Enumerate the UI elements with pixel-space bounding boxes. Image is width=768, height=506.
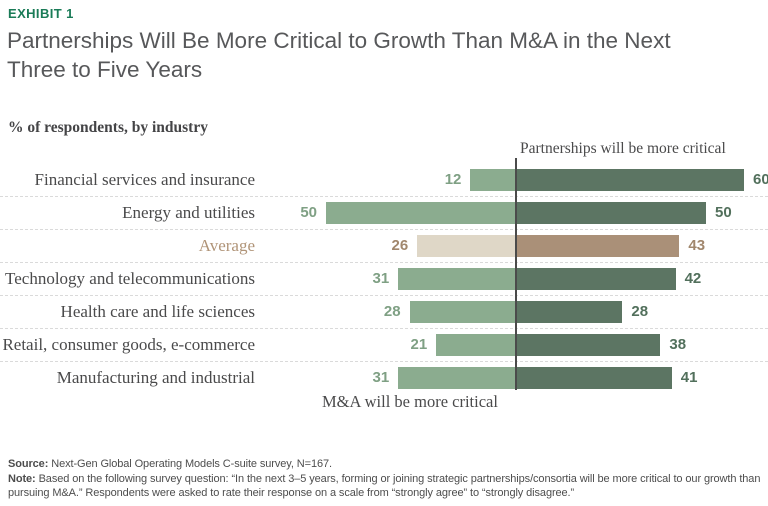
category-label: Health care and life sciences (60, 302, 255, 321)
bar-left-ma (409, 301, 516, 323)
chart-rows: Financial services and insurance 12 60 Ener… (0, 164, 768, 395)
footnotes: Source: Next-Gen Global Operating Models… (8, 457, 765, 501)
chart-row: Average 26 43 (0, 230, 768, 263)
axis-label-partnerships: Partnerships will be more critical (520, 140, 726, 157)
value-right: 28 (631, 303, 649, 320)
page-title-line-2: Three to Five Years (7, 57, 203, 82)
chart-row: Technology and telecommunications 31 42 (0, 263, 768, 296)
value-left: 31 (372, 369, 390, 386)
bar-left-ma (398, 367, 516, 389)
value-left: 12 (444, 171, 462, 188)
value-right: 41 (680, 369, 698, 386)
category-label: Financial services and insurance (34, 170, 255, 189)
bar-right-partnerships (516, 169, 744, 191)
chart-subtitle: % of respondents, by industry (8, 119, 208, 136)
value-left: 50 (300, 204, 317, 221)
source-text: Next-Gen Global Operating Models C-suite… (48, 458, 332, 470)
category-label: Technology and telecommunications (5, 269, 255, 288)
category-label: Average (198, 236, 255, 255)
axis-label-ma: M&A will be more critical (322, 392, 498, 411)
note-label: Note: (8, 472, 36, 485)
value-right: 50 (715, 204, 732, 221)
bar-left-ma (398, 268, 516, 290)
bar-left-ma (417, 235, 516, 257)
bar-left-ma (470, 169, 516, 191)
value-right: 60 (753, 171, 768, 188)
bar-right-partnerships (516, 202, 706, 224)
center-axis-line (515, 158, 517, 390)
exhibit-number-label: EXHIBIT 1 (8, 6, 74, 21)
source-label: Source: (8, 458, 49, 470)
value-right: 42 (684, 270, 702, 287)
value-left: 26 (391, 237, 409, 254)
category-label: Manufacturing and industrial (56, 368, 255, 387)
bar-left-ma (436, 334, 516, 356)
chart-row: Manufacturing and industrial 31 41 (0, 362, 768, 395)
category-label: Energy and utilities (122, 203, 255, 222)
value-left: 21 (410, 336, 428, 353)
chart-row: Financial services and insurance 12 60 (0, 164, 768, 197)
value-right: 43 (688, 237, 706, 254)
page-title: Partnerships Will Be More Critical to Gr… (7, 26, 767, 84)
bar-right-partnerships (516, 268, 676, 290)
bar-right-partnerships (516, 235, 680, 257)
note-line: Note: Based on the following survey ques… (8, 472, 765, 501)
chart-row: Health care and life sciences 28 28 (0, 296, 768, 329)
value-left: 28 (383, 303, 401, 320)
bar-right-partnerships (516, 367, 672, 389)
page-title-line-1: Partnerships Will Be More Critical to Gr… (7, 28, 671, 53)
chart-row: Retail, consumer goods, e-commerce 21 38 (0, 329, 768, 362)
chart-row: Energy and utilities 50 50 (0, 197, 768, 230)
note-text: Based on the following survey question: … (8, 472, 761, 500)
value-right: 38 (669, 336, 687, 353)
bar-right-partnerships (516, 334, 661, 356)
bar-right-partnerships (516, 301, 623, 323)
bar-left-ma (326, 202, 516, 224)
value-left: 31 (372, 270, 390, 287)
source-line: Source: Next-Gen Global Operating Models… (8, 457, 765, 472)
category-label: Retail, consumer goods, e-commerce (2, 335, 255, 354)
